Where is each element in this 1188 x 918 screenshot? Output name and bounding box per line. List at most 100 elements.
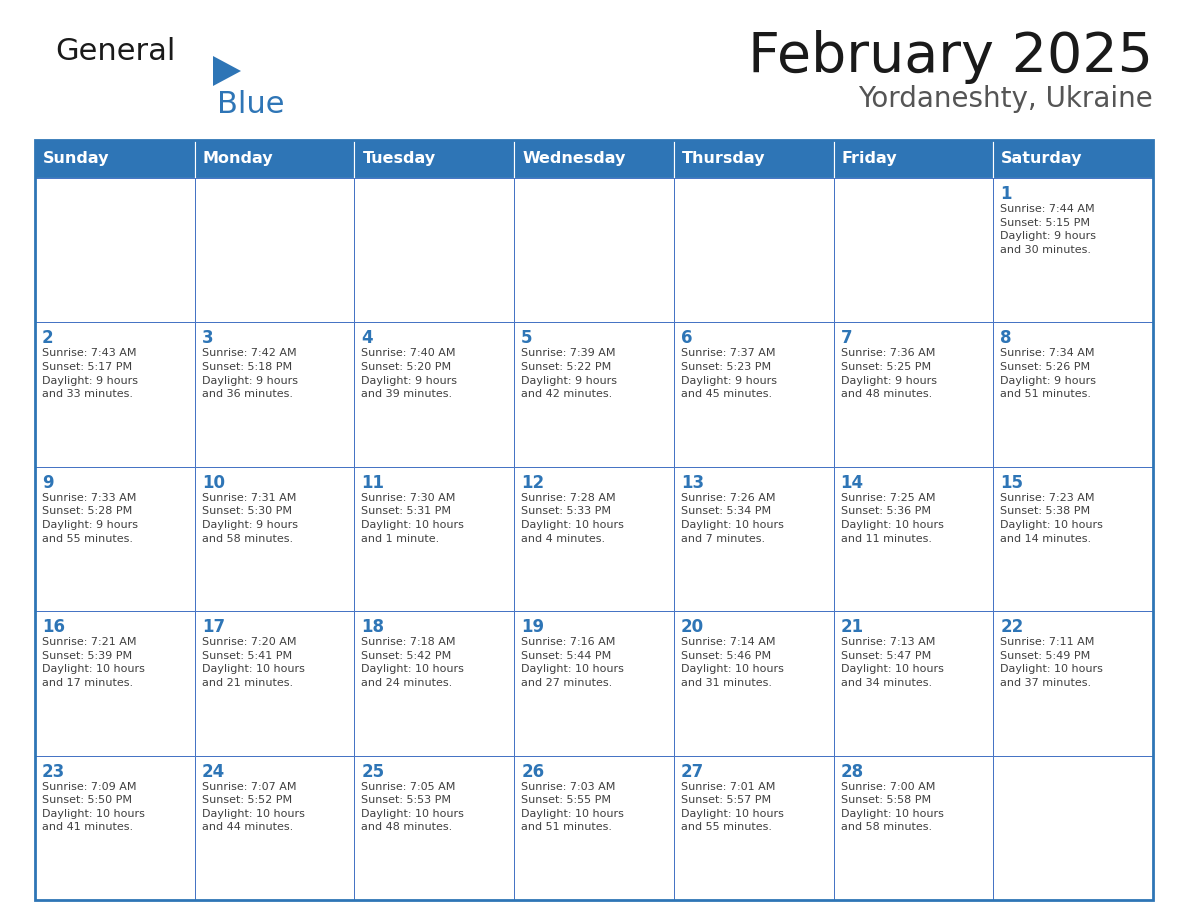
Text: Sunday: Sunday (43, 151, 109, 166)
Bar (674, 611, 834, 756)
Text: Sunrise: 7:36 AM
Sunset: 5:25 PM
Daylight: 9 hours
and 48 minutes.: Sunrise: 7:36 AM Sunset: 5:25 PM Dayligh… (841, 349, 936, 399)
Text: 2: 2 (42, 330, 53, 347)
Text: Sunrise: 7:31 AM
Sunset: 5:30 PM
Daylight: 9 hours
and 58 minutes.: Sunrise: 7:31 AM Sunset: 5:30 PM Dayligh… (202, 493, 298, 543)
Bar (195, 466, 354, 611)
Bar (674, 322, 834, 466)
Bar (834, 611, 993, 756)
Text: 10: 10 (202, 474, 225, 492)
Bar (993, 140, 1154, 178)
Bar (993, 178, 1154, 322)
Text: 12: 12 (522, 474, 544, 492)
Text: Sunrise: 7:42 AM
Sunset: 5:18 PM
Daylight: 9 hours
and 36 minutes.: Sunrise: 7:42 AM Sunset: 5:18 PM Dayligh… (202, 349, 298, 399)
Text: 4: 4 (361, 330, 373, 347)
Bar (34, 611, 195, 756)
Bar (195, 611, 354, 756)
Bar (834, 466, 993, 611)
Bar (674, 466, 834, 611)
Bar (34, 140, 1154, 900)
Bar (195, 756, 354, 900)
Text: 22: 22 (1000, 618, 1024, 636)
Text: Sunrise: 7:18 AM
Sunset: 5:42 PM
Daylight: 10 hours
and 24 minutes.: Sunrise: 7:18 AM Sunset: 5:42 PM Dayligh… (361, 637, 465, 688)
Text: 11: 11 (361, 474, 385, 492)
Bar (514, 322, 674, 466)
Bar (834, 322, 993, 466)
Text: Sunrise: 7:33 AM
Sunset: 5:28 PM
Daylight: 9 hours
and 55 minutes.: Sunrise: 7:33 AM Sunset: 5:28 PM Dayligh… (42, 493, 138, 543)
Text: Sunrise: 7:07 AM
Sunset: 5:52 PM
Daylight: 10 hours
and 44 minutes.: Sunrise: 7:07 AM Sunset: 5:52 PM Dayligh… (202, 781, 304, 833)
Bar (354, 756, 514, 900)
Text: Sunrise: 7:23 AM
Sunset: 5:38 PM
Daylight: 10 hours
and 14 minutes.: Sunrise: 7:23 AM Sunset: 5:38 PM Dayligh… (1000, 493, 1104, 543)
Text: Sunrise: 7:43 AM
Sunset: 5:17 PM
Daylight: 9 hours
and 33 minutes.: Sunrise: 7:43 AM Sunset: 5:17 PM Dayligh… (42, 349, 138, 399)
Text: Sunrise: 7:40 AM
Sunset: 5:20 PM
Daylight: 9 hours
and 39 minutes.: Sunrise: 7:40 AM Sunset: 5:20 PM Dayligh… (361, 349, 457, 399)
Bar (514, 466, 674, 611)
Text: Tuesday: Tuesday (362, 151, 436, 166)
Text: Sunrise: 7:21 AM
Sunset: 5:39 PM
Daylight: 10 hours
and 17 minutes.: Sunrise: 7:21 AM Sunset: 5:39 PM Dayligh… (42, 637, 145, 688)
Bar (674, 178, 834, 322)
Text: Sunrise: 7:05 AM
Sunset: 5:53 PM
Daylight: 10 hours
and 48 minutes.: Sunrise: 7:05 AM Sunset: 5:53 PM Dayligh… (361, 781, 465, 833)
Bar (674, 756, 834, 900)
Text: Sunrise: 7:14 AM
Sunset: 5:46 PM
Daylight: 10 hours
and 31 minutes.: Sunrise: 7:14 AM Sunset: 5:46 PM Dayligh… (681, 637, 784, 688)
Text: 28: 28 (841, 763, 864, 780)
Text: Sunrise: 7:09 AM
Sunset: 5:50 PM
Daylight: 10 hours
and 41 minutes.: Sunrise: 7:09 AM Sunset: 5:50 PM Dayligh… (42, 781, 145, 833)
Bar (993, 466, 1154, 611)
Bar (34, 140, 195, 178)
Bar (993, 322, 1154, 466)
Text: 19: 19 (522, 618, 544, 636)
Text: 21: 21 (841, 618, 864, 636)
Text: 17: 17 (202, 618, 225, 636)
Text: 8: 8 (1000, 330, 1012, 347)
Bar (674, 140, 834, 178)
Text: Sunrise: 7:11 AM
Sunset: 5:49 PM
Daylight: 10 hours
and 37 minutes.: Sunrise: 7:11 AM Sunset: 5:49 PM Dayligh… (1000, 637, 1104, 688)
Text: Blue: Blue (217, 90, 284, 119)
Bar (34, 466, 195, 611)
Bar (34, 322, 195, 466)
Bar (354, 140, 514, 178)
Bar (993, 756, 1154, 900)
Text: 14: 14 (841, 474, 864, 492)
Text: Monday: Monday (203, 151, 273, 166)
Bar (195, 322, 354, 466)
Text: General: General (55, 37, 176, 66)
Bar (834, 178, 993, 322)
Text: 15: 15 (1000, 474, 1023, 492)
Text: Sunrise: 7:00 AM
Sunset: 5:58 PM
Daylight: 10 hours
and 58 minutes.: Sunrise: 7:00 AM Sunset: 5:58 PM Dayligh… (841, 781, 943, 833)
Text: February 2025: February 2025 (748, 30, 1154, 84)
Bar (195, 140, 354, 178)
Text: Wednesday: Wednesday (523, 151, 626, 166)
Bar (195, 178, 354, 322)
Text: 6: 6 (681, 330, 693, 347)
Polygon shape (213, 56, 241, 86)
Bar (834, 756, 993, 900)
Text: Sunrise: 7:34 AM
Sunset: 5:26 PM
Daylight: 9 hours
and 51 minutes.: Sunrise: 7:34 AM Sunset: 5:26 PM Dayligh… (1000, 349, 1097, 399)
Text: 5: 5 (522, 330, 532, 347)
Text: 7: 7 (841, 330, 852, 347)
Text: Saturday: Saturday (1001, 151, 1082, 166)
Text: Sunrise: 7:13 AM
Sunset: 5:47 PM
Daylight: 10 hours
and 34 minutes.: Sunrise: 7:13 AM Sunset: 5:47 PM Dayligh… (841, 637, 943, 688)
Text: Sunrise: 7:39 AM
Sunset: 5:22 PM
Daylight: 9 hours
and 42 minutes.: Sunrise: 7:39 AM Sunset: 5:22 PM Dayligh… (522, 349, 617, 399)
Text: 27: 27 (681, 763, 704, 780)
Bar (514, 140, 674, 178)
Text: Sunrise: 7:03 AM
Sunset: 5:55 PM
Daylight: 10 hours
and 51 minutes.: Sunrise: 7:03 AM Sunset: 5:55 PM Dayligh… (522, 781, 624, 833)
Text: 25: 25 (361, 763, 385, 780)
Text: Sunrise: 7:16 AM
Sunset: 5:44 PM
Daylight: 10 hours
and 27 minutes.: Sunrise: 7:16 AM Sunset: 5:44 PM Dayligh… (522, 637, 624, 688)
Text: Sunrise: 7:44 AM
Sunset: 5:15 PM
Daylight: 9 hours
and 30 minutes.: Sunrise: 7:44 AM Sunset: 5:15 PM Dayligh… (1000, 204, 1097, 255)
Text: Sunrise: 7:28 AM
Sunset: 5:33 PM
Daylight: 10 hours
and 4 minutes.: Sunrise: 7:28 AM Sunset: 5:33 PM Dayligh… (522, 493, 624, 543)
Text: 24: 24 (202, 763, 225, 780)
Text: 3: 3 (202, 330, 214, 347)
Text: Friday: Friday (841, 151, 897, 166)
Text: Sunrise: 7:37 AM
Sunset: 5:23 PM
Daylight: 9 hours
and 45 minutes.: Sunrise: 7:37 AM Sunset: 5:23 PM Dayligh… (681, 349, 777, 399)
Bar (514, 756, 674, 900)
Text: Sunrise: 7:20 AM
Sunset: 5:41 PM
Daylight: 10 hours
and 21 minutes.: Sunrise: 7:20 AM Sunset: 5:41 PM Dayligh… (202, 637, 304, 688)
Text: Sunrise: 7:26 AM
Sunset: 5:34 PM
Daylight: 10 hours
and 7 minutes.: Sunrise: 7:26 AM Sunset: 5:34 PM Dayligh… (681, 493, 784, 543)
Bar (354, 322, 514, 466)
Text: 23: 23 (42, 763, 65, 780)
Text: 9: 9 (42, 474, 53, 492)
Text: Sunrise: 7:30 AM
Sunset: 5:31 PM
Daylight: 10 hours
and 1 minute.: Sunrise: 7:30 AM Sunset: 5:31 PM Dayligh… (361, 493, 465, 543)
Bar (993, 611, 1154, 756)
Text: 16: 16 (42, 618, 65, 636)
Text: Sunrise: 7:01 AM
Sunset: 5:57 PM
Daylight: 10 hours
and 55 minutes.: Sunrise: 7:01 AM Sunset: 5:57 PM Dayligh… (681, 781, 784, 833)
Text: 26: 26 (522, 763, 544, 780)
Text: Sunrise: 7:25 AM
Sunset: 5:36 PM
Daylight: 10 hours
and 11 minutes.: Sunrise: 7:25 AM Sunset: 5:36 PM Dayligh… (841, 493, 943, 543)
Bar (514, 611, 674, 756)
Text: 1: 1 (1000, 185, 1012, 203)
Bar (354, 178, 514, 322)
